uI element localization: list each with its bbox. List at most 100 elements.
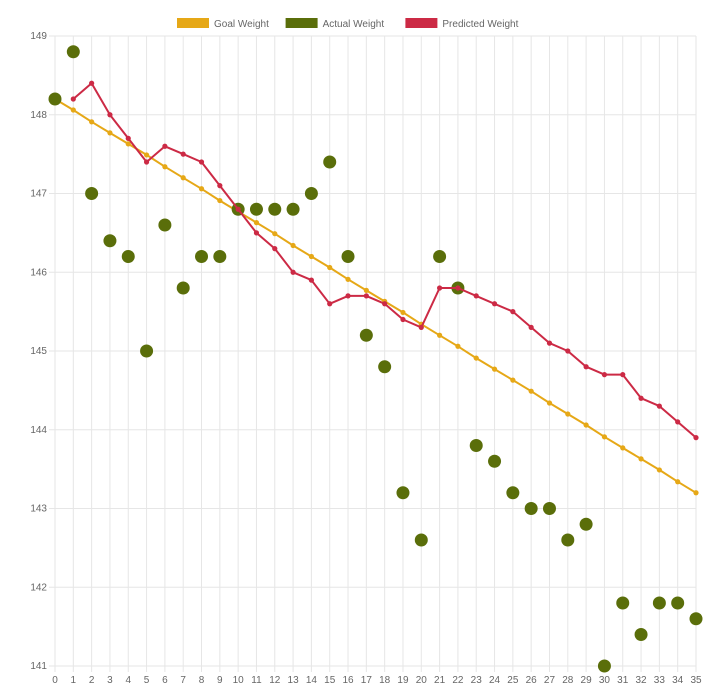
data-point <box>675 419 681 425</box>
x-tick-label: 34 <box>672 675 684 686</box>
data-point <box>601 434 608 440</box>
data-point <box>433 250 447 263</box>
data-point <box>345 276 351 282</box>
data-point <box>304 187 318 200</box>
chart-legend[interactable]: Goal Weight Actual Weight Predicted Weight <box>177 18 519 30</box>
data-point <box>345 293 351 299</box>
x-tick-label: 24 <box>489 675 501 686</box>
x-tick-label: 14 <box>306 675 318 686</box>
data-point <box>162 164 168 170</box>
y-tick-label: 148 <box>30 110 47 121</box>
data-point <box>597 659 611 673</box>
data-point <box>656 467 662 473</box>
data-point <box>652 596 666 610</box>
data-point <box>359 328 373 342</box>
y-tick-label: 141 <box>30 661 47 672</box>
data-point <box>162 143 168 149</box>
data-point <box>327 301 333 307</box>
data-point <box>249 202 263 216</box>
data-point <box>180 175 186 181</box>
data-point <box>473 355 479 361</box>
data-point <box>48 92 62 106</box>
data-point <box>268 202 282 216</box>
data-point <box>542 502 556 515</box>
legend-label: Goal Weight <box>214 19 269 30</box>
data-point <box>140 344 154 358</box>
data-point <box>89 119 95 125</box>
x-tick-label: 18 <box>379 675 391 686</box>
data-point <box>638 395 644 401</box>
data-point <box>217 197 223 204</box>
x-tick-label: 6 <box>162 675 168 686</box>
data-point <box>400 309 406 316</box>
chart-grid <box>49 35 697 672</box>
data-point <box>103 234 117 248</box>
data-point <box>253 220 260 226</box>
x-tick-label: 4 <box>125 675 131 686</box>
data-point <box>634 628 648 641</box>
data-point <box>107 112 113 118</box>
data-point <box>195 250 209 263</box>
y-tick-label: 149 <box>30 31 47 42</box>
x-tick-label: 35 <box>690 675 702 686</box>
legend-item-actual-weight[interactable]: Actual Weight <box>285 18 385 30</box>
x-tick-label: 12 <box>269 675 281 686</box>
data-point <box>524 502 538 515</box>
data-point <box>396 486 410 500</box>
data-point <box>437 332 443 338</box>
x-tick-label: 27 <box>544 675 556 686</box>
data-point <box>400 316 406 323</box>
data-point <box>125 135 131 141</box>
data-point <box>510 377 516 383</box>
data-point <box>308 253 314 260</box>
x-tick-label: 28 <box>562 675 574 686</box>
data-point <box>125 141 131 147</box>
y-tick-label: 142 <box>30 582 47 593</box>
data-point <box>437 285 443 291</box>
x-tick-label: 11 <box>251 675 262 686</box>
data-point <box>107 130 113 136</box>
y-tick-label: 145 <box>30 346 47 357</box>
data-point <box>418 324 424 330</box>
x-tick-label: 3 <box>107 675 113 686</box>
data-point <box>565 348 571 354</box>
x-tick-label: 23 <box>471 675 483 686</box>
data-point <box>70 107 76 113</box>
legend-item-predicted-weight[interactable]: Predicted Weight <box>405 18 519 30</box>
data-point <box>323 155 337 169</box>
legend-swatch <box>285 18 318 28</box>
data-point <box>473 293 479 299</box>
x-tick-label: 21 <box>434 675 446 686</box>
data-point <box>491 301 498 307</box>
data-point <box>217 183 223 189</box>
data-point <box>290 269 296 275</box>
legend-label: Actual Weight <box>323 19 385 30</box>
x-tick-label: 16 <box>342 675 354 686</box>
data-point <box>143 152 150 158</box>
x-tick-label: 32 <box>635 675 647 686</box>
x-tick-label: 7 <box>180 675 186 686</box>
data-point <box>671 596 685 610</box>
data-point <box>378 360 392 374</box>
data-point <box>561 533 575 547</box>
legend-item-goal-weight[interactable]: Goal Weight <box>177 18 269 30</box>
data-point <box>363 293 369 299</box>
data-point <box>620 372 626 378</box>
data-point <box>253 230 260 236</box>
x-tick-label: 33 <box>654 675 666 686</box>
data-point <box>70 96 76 102</box>
series-line <box>54 98 697 494</box>
data-point <box>286 202 300 216</box>
data-point <box>579 517 593 531</box>
data-point <box>235 206 241 212</box>
data-point <box>308 277 314 283</box>
data-point <box>455 343 461 349</box>
x-tick-label: 30 <box>599 675 611 686</box>
x-tick-label: 17 <box>361 675 373 686</box>
legend-swatch <box>177 18 209 28</box>
x-tick-label: 10 <box>233 675 245 686</box>
data-point <box>198 159 205 165</box>
data-point <box>66 45 80 59</box>
x-tick-label: 2 <box>89 675 95 686</box>
data-point <box>583 364 589 370</box>
